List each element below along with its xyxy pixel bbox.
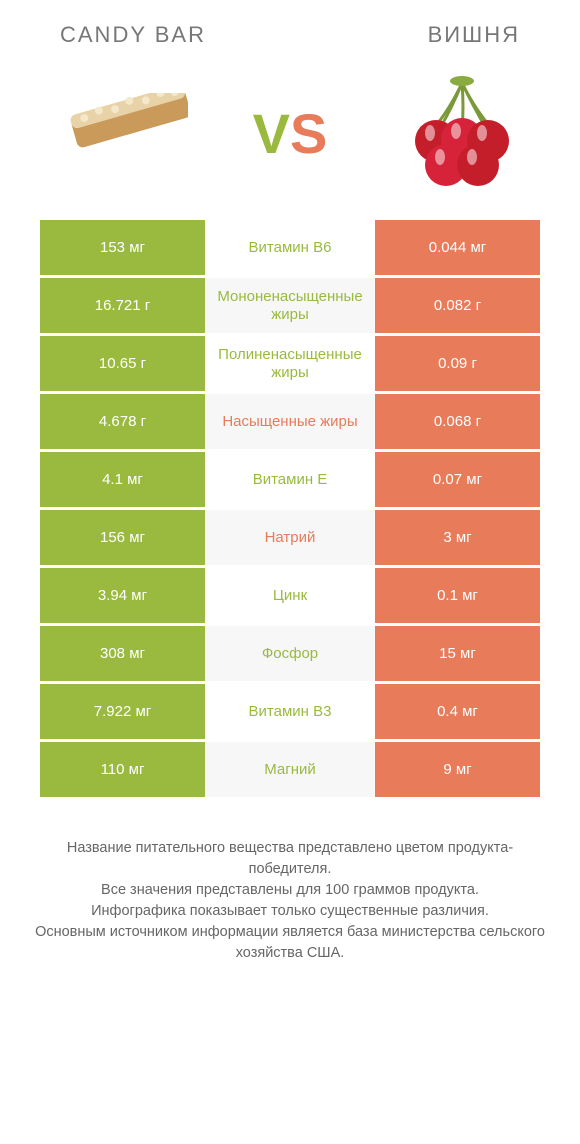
cherry-image	[392, 78, 532, 188]
cell-nutrient-label: Цинк	[205, 568, 375, 623]
cell-nutrient-label: Насыщенные жиры	[205, 394, 375, 449]
title-left: CANDY BAR	[60, 22, 206, 48]
cell-nutrient-label: Фосфор	[205, 626, 375, 681]
cell-right-value: 3 мг	[375, 510, 540, 565]
vs-label: VS	[253, 101, 328, 166]
footer-line: Все значения представлены для 100 граммо…	[34, 880, 546, 901]
footer-notes: Название питательного вещества представл…	[0, 800, 580, 964]
table-row: 3.94 мгЦинк0.1 мг	[40, 568, 540, 623]
table-row: 110 мгМагний9 мг	[40, 742, 540, 797]
cell-right-value: 9 мг	[375, 742, 540, 797]
cell-nutrient-label: Витамин B6	[205, 220, 375, 275]
cell-nutrient-label: Витамин E	[205, 452, 375, 507]
cell-left-value: 110 мг	[40, 742, 205, 797]
cell-left-value: 4.1 мг	[40, 452, 205, 507]
cell-left-value: 10.65 г	[40, 336, 205, 391]
cell-left-value: 16.721 г	[40, 278, 205, 333]
header-row: CANDY BAR ВИШНЯ	[0, 0, 580, 48]
table-row: 16.721 гМононенасыщенные жиры0.082 г	[40, 278, 540, 333]
vs-s: S	[290, 101, 327, 166]
table-row: 7.922 мгВитамин B30.4 мг	[40, 684, 540, 739]
cell-left-value: 3.94 мг	[40, 568, 205, 623]
table-row: 10.65 гПолиненасыщенные жиры0.09 г	[40, 336, 540, 391]
cell-left-value: 156 мг	[40, 510, 205, 565]
footer-line: Основным источником информации является …	[34, 922, 546, 964]
cell-nutrient-label: Магний	[205, 742, 375, 797]
cell-right-value: 0.044 мг	[375, 220, 540, 275]
title-right: ВИШНЯ	[428, 22, 520, 48]
cell-nutrient-label: Полиненасыщенные жиры	[205, 336, 375, 391]
cell-right-value: 15 мг	[375, 626, 540, 681]
cell-right-value: 0.068 г	[375, 394, 540, 449]
candy-bar-image	[48, 78, 188, 188]
cell-right-value: 0.07 мг	[375, 452, 540, 507]
cell-nutrient-label: Витамин B3	[205, 684, 375, 739]
cell-nutrient-label: Натрий	[205, 510, 375, 565]
table-row: 153 мгВитамин B60.044 мг	[40, 220, 540, 275]
footer-line: Название питательного вещества представл…	[34, 838, 546, 880]
comparison-table: 153 мгВитамин B60.044 мг16.721 гМононена…	[0, 220, 580, 797]
cell-right-value: 0.4 мг	[375, 684, 540, 739]
cell-left-value: 153 мг	[40, 220, 205, 275]
cell-left-value: 4.678 г	[40, 394, 205, 449]
table-row: 4.1 мгВитамин E0.07 мг	[40, 452, 540, 507]
vs-v: V	[253, 101, 290, 166]
vs-row: VS	[0, 48, 580, 220]
cell-left-value: 7.922 мг	[40, 684, 205, 739]
table-row: 4.678 гНасыщенные жиры0.068 г	[40, 394, 540, 449]
cell-right-value: 0.09 г	[375, 336, 540, 391]
footer-line: Инфографика показывает только существенн…	[34, 901, 546, 922]
cell-right-value: 0.082 г	[375, 278, 540, 333]
table-row: 308 мгФосфор15 мг	[40, 626, 540, 681]
cell-right-value: 0.1 мг	[375, 568, 540, 623]
table-row: 156 мгНатрий3 мг	[40, 510, 540, 565]
cell-left-value: 308 мг	[40, 626, 205, 681]
cell-nutrient-label: Мононенасыщенные жиры	[205, 278, 375, 333]
